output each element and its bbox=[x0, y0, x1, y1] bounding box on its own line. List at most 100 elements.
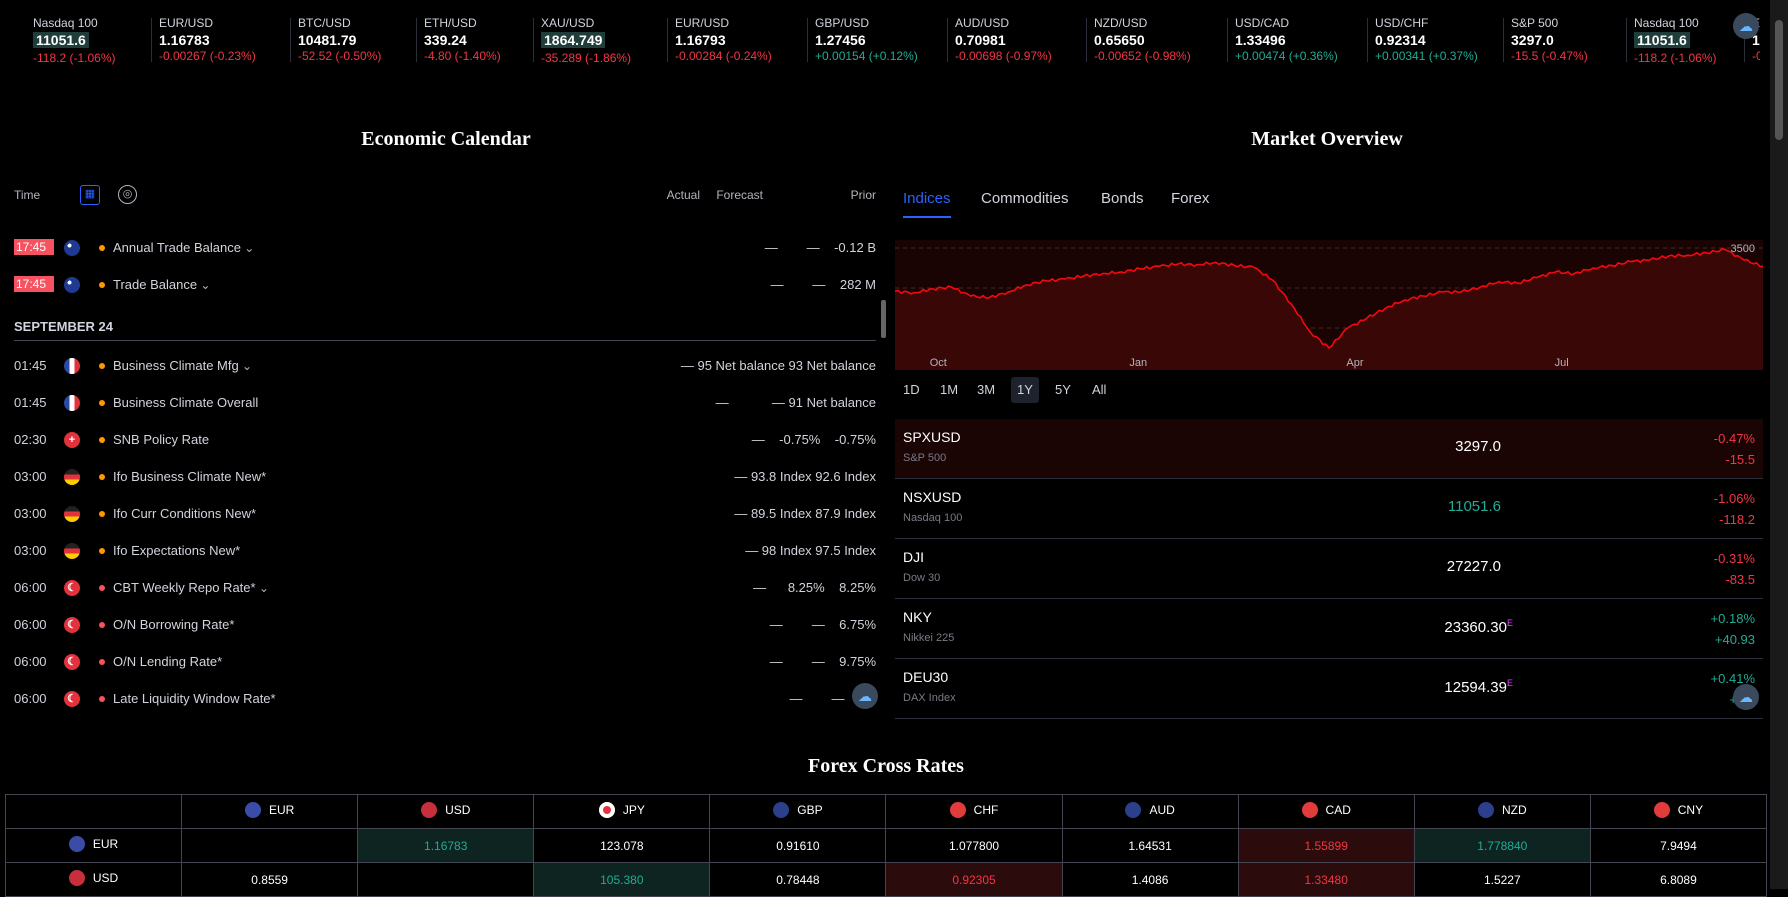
fx-rate-cell[interactable]: 0.92305 bbox=[885, 862, 1063, 897]
cloud-icon[interactable]: ☁ bbox=[1733, 684, 1759, 710]
fx-rate-cell[interactable]: 1.5227 bbox=[1413, 862, 1591, 897]
event-title[interactable]: Annual Trade Balance ⌄ bbox=[113, 240, 254, 255]
chevron-down-icon[interactable]: ⌄ bbox=[240, 241, 255, 255]
chevron-down-icon[interactable]: ⌄ bbox=[238, 359, 253, 373]
symbol-row[interactable]: NSXUSD Nasdaq 100 11051.6 -1.06% -118.2 bbox=[895, 479, 1763, 539]
chevron-down-icon[interactable]: ⌄ bbox=[255, 581, 269, 595]
event-title[interactable]: Trade Balance ⌄ bbox=[113, 277, 210, 292]
ticker-price: 1.16793 bbox=[675, 32, 726, 48]
fx-rate-cell[interactable]: 123.078 bbox=[533, 828, 711, 863]
fx-rate-cell[interactable] bbox=[181, 828, 359, 863]
fx-rate-cell[interactable] bbox=[357, 862, 535, 897]
currency-label: CNY bbox=[1653, 802, 1703, 818]
fx-rate-cell[interactable]: 0.78448 bbox=[709, 862, 887, 897]
calendar-event-row[interactable]: 03:00 Ifo Business Climate New* — 93.8 Ind… bbox=[14, 459, 876, 496]
ticker-separator bbox=[1086, 18, 1087, 62]
event-title[interactable]: O/N Borrowing Rate* bbox=[113, 617, 234, 632]
ticker-item[interactable]: Nasdaq 100 11051.6 -118.2 (-1.06%) bbox=[33, 16, 115, 66]
event-title[interactable]: Business Climate Overall bbox=[113, 395, 258, 410]
event-title[interactable]: Late Liquidity Window Rate* bbox=[113, 691, 276, 706]
scrollbar-thumb[interactable] bbox=[1775, 20, 1783, 140]
range-3m[interactable]: 3M bbox=[977, 382, 996, 397]
ticker-item[interactable]: USD/CAD 1.33496 +0.00474 (+0.36%) bbox=[1227, 16, 1338, 66]
calendar-event-row[interactable]: 02:30 + SNB Policy Rate — -0.75% -0.75% bbox=[14, 422, 876, 459]
event-title[interactable]: O/N Lending Rate* bbox=[113, 654, 222, 669]
tab-bonds[interactable]: Bonds bbox=[1101, 190, 1144, 207]
cloud-icon[interactable]: ☁ bbox=[1733, 13, 1759, 39]
calendar-event-row[interactable]: 17:45 Annual Trade Balance ⌄ — — -0.12 B bbox=[14, 230, 876, 267]
fx-rate-cell[interactable]: 1.16783 bbox=[357, 828, 535, 863]
calendar-filter-icon[interactable]: ▦ bbox=[80, 185, 100, 205]
fx-rate-cell[interactable]: 105.380 bbox=[533, 862, 711, 897]
fx-rate-cell[interactable]: 1.64531 bbox=[1061, 828, 1239, 863]
fx-rate-cell[interactable]: 1.33480 bbox=[1237, 862, 1415, 897]
tab-commodities[interactable]: Commodities bbox=[981, 190, 1069, 207]
currency-code: NZD bbox=[1501, 803, 1527, 817]
fx-col-gbp[interactable]: GBP bbox=[709, 794, 887, 829]
calendar-event-row[interactable]: 06:00 ☾ Late Liquidity Window Rate* — — 11. bbox=[14, 681, 876, 718]
globe-icon[interactable]: ◎ bbox=[118, 185, 137, 204]
fx-rate-cell[interactable]: 6.8089 bbox=[1589, 862, 1768, 897]
fx-rate-cell[interactable]: 0.91610 bbox=[709, 828, 887, 863]
calendar-scrollbar[interactable] bbox=[881, 300, 886, 338]
fx-row-label[interactable]: EUR bbox=[4, 828, 183, 863]
fx-rate-cell[interactable]: 1.4086 bbox=[1061, 862, 1239, 897]
ticker-item[interactable]: NZD/USD 0.65650 -0.00652 (-0.98%) bbox=[1086, 16, 1191, 66]
fx-rate-cell[interactable]: 1.778840 bbox=[1413, 828, 1591, 863]
ticker-item[interactable]: XAU/USD 1864.749 -35.289 (-1.86%) bbox=[533, 16, 631, 66]
event-title[interactable]: CBT Weekly Repo Rate* ⌄ bbox=[113, 580, 269, 595]
ticker-item[interactable]: AUD/USD 0.70981 -0.00698 (-0.97%) bbox=[947, 16, 1052, 66]
range-5y[interactable]: 5Y bbox=[1055, 382, 1071, 397]
calendar-event-row[interactable]: 03:00 Ifo Expectations New* — 98 Index 97.… bbox=[14, 533, 876, 570]
fx-col-usd[interactable]: USD bbox=[357, 794, 535, 829]
range-1d[interactable]: 1D bbox=[903, 382, 920, 397]
fx-col-aud[interactable]: AUD bbox=[1061, 794, 1239, 829]
calendar-event-row[interactable]: 01:45 Business Climate Mfg ⌄ — 95 Net bala… bbox=[14, 348, 876, 385]
event-title[interactable]: Ifo Business Climate New* bbox=[113, 469, 266, 484]
event-title[interactable]: Business Climate Mfg ⌄ bbox=[113, 358, 252, 373]
tab-indices[interactable]: Indices bbox=[903, 190, 951, 218]
fx-rate-cell[interactable]: 0.8559 bbox=[181, 862, 359, 897]
fx-col-jpy[interactable]: JPY bbox=[533, 794, 711, 829]
tab-forex[interactable]: Forex bbox=[1171, 190, 1210, 207]
fx-col-chf[interactable]: CHF bbox=[885, 794, 1063, 829]
fx-rate-cell[interactable]: 1.077800 bbox=[885, 828, 1063, 863]
ticker-item[interactable]: Nasdaq 100 11051.6 -118.2 (-1.06%) bbox=[1626, 16, 1716, 66]
ticker-item[interactable]: BTC/USD 10481.79 -52.52 (-0.50%) bbox=[290, 16, 381, 66]
page-scrollbar[interactable] bbox=[1770, 0, 1788, 889]
fx-col-cny[interactable]: CNY bbox=[1589, 794, 1768, 829]
calendar-event-row[interactable]: 17:45 Trade Balance ⌄ — — 282 M bbox=[14, 267, 876, 304]
ticker-item[interactable]: USD/CHF 0.92314 +0.00341 (+0.37%) bbox=[1367, 16, 1478, 66]
cloud-icon[interactable]: ☁ bbox=[852, 683, 878, 709]
economic-calendar-title: Economic Calendar bbox=[361, 128, 531, 150]
symbol-row[interactable]: NKY Nikkei 225 23360.30E +0.18% +40.93 bbox=[895, 599, 1763, 659]
event-title[interactable]: Ifo Curr Conditions New* bbox=[113, 506, 256, 521]
event-title[interactable]: SNB Policy Rate bbox=[113, 432, 209, 447]
fx-col-cad[interactable]: CAD bbox=[1237, 794, 1415, 829]
ticker-item[interactable]: EUR/USD 1.16783 -0.00267 (-0.23%) bbox=[151, 16, 256, 66]
calendar-event-row[interactable]: 06:00 ☾ O/N Lending Rate* — — 9.75% bbox=[14, 644, 876, 681]
calendar-event-row[interactable]: 01:45 Business Climate Overall — — 91 Net … bbox=[14, 385, 876, 422]
calendar-event-row[interactable]: 06:00 ☾ O/N Borrowing Rate* — — 6.75% bbox=[14, 607, 876, 644]
symbol-row[interactable]: DJI Dow 30 27227.0 -0.31% -83.5 bbox=[895, 539, 1763, 599]
event-time: 01:45 bbox=[14, 395, 47, 410]
ticker-item[interactable]: EUR/USD 1.16793 -0.00284 (-0.24%) bbox=[667, 16, 772, 66]
calendar-event-row[interactable]: 06:00 ☾ CBT Weekly Repo Rate* ⌄ — 8.25% 8.2… bbox=[14, 570, 876, 607]
ticker-item[interactable]: GBP/USD 1.27456 +0.00154 (+0.12%) bbox=[807, 16, 918, 66]
calendar-event-row[interactable]: 03:00 Ifo Curr Conditions New* — 89.5 Inde… bbox=[14, 496, 876, 533]
fx-col-nzd[interactable]: NZD bbox=[1413, 794, 1591, 829]
ticker-item[interactable]: S&P 500 3297.0 -15.5 (-0.47%) bbox=[1503, 16, 1588, 66]
index-chart: 350030002500OctJanAprJul bbox=[895, 240, 1763, 370]
ticker-item[interactable]: ETH/USD 339.24 -4.80 (-1.40%) bbox=[416, 16, 501, 66]
range-1y[interactable]: 1Y bbox=[1011, 377, 1039, 403]
range-1m[interactable]: 1M bbox=[940, 382, 959, 397]
fx-rate-cell[interactable]: 7.9494 bbox=[1589, 828, 1768, 863]
symbol-row[interactable]: SPXUSD S&P 500 3297.0 -0.47% -15.5 bbox=[895, 419, 1763, 479]
fx-col-eur[interactable]: EUR bbox=[181, 794, 359, 829]
range-all[interactable]: All bbox=[1092, 382, 1107, 397]
chevron-down-icon[interactable]: ⌄ bbox=[197, 278, 211, 292]
fx-rate-cell[interactable]: 1.55899 bbox=[1237, 828, 1415, 863]
event-title[interactable]: Ifo Expectations New* bbox=[113, 543, 240, 558]
fx-row-label[interactable]: USD bbox=[4, 862, 183, 897]
